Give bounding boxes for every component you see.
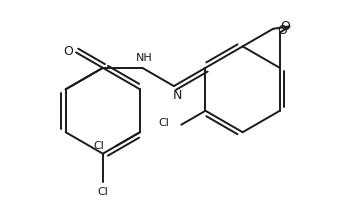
Text: O: O xyxy=(280,20,290,33)
Text: N: N xyxy=(173,89,182,102)
Text: Cl: Cl xyxy=(158,118,169,128)
Text: Cl: Cl xyxy=(97,187,108,197)
Text: NH: NH xyxy=(136,53,153,63)
Text: O: O xyxy=(64,45,73,58)
Text: Cl: Cl xyxy=(93,141,104,151)
Text: O: O xyxy=(278,25,288,37)
